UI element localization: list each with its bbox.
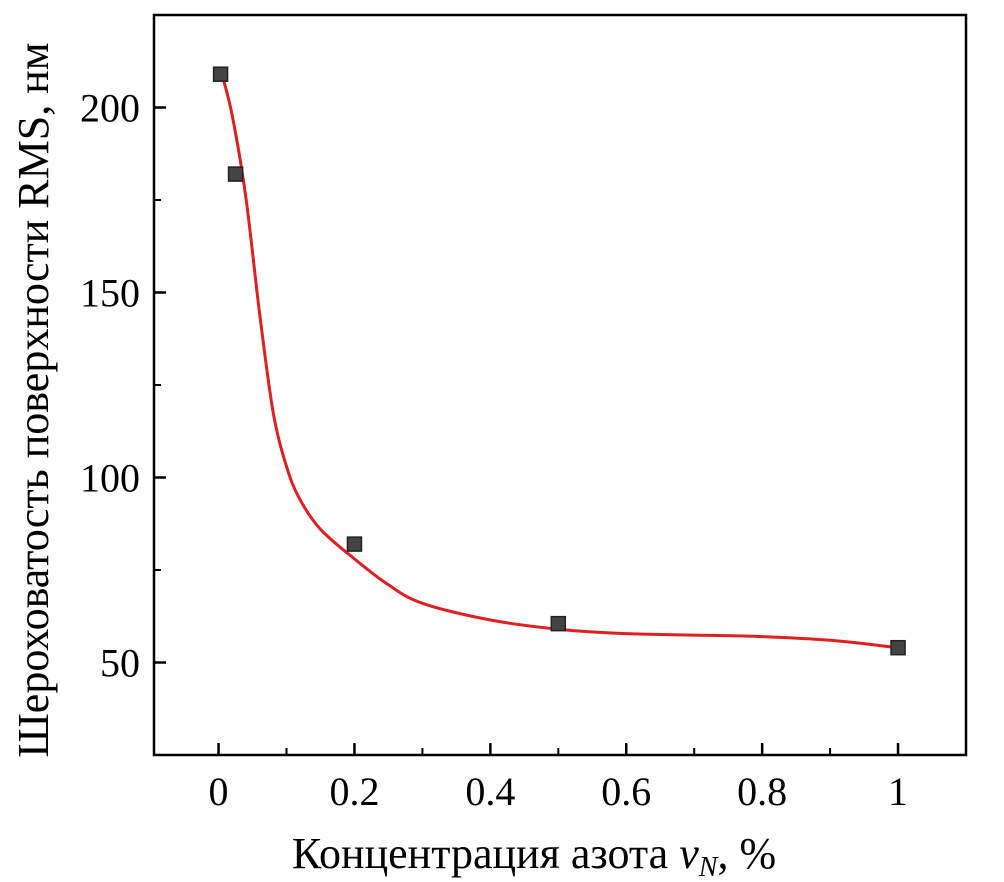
data-point — [227, 166, 244, 182]
data-point — [550, 615, 567, 632]
minor-ticks — [154, 199, 832, 755]
y-axis-title: Шероховатость поверхности RMS, нм — [9, 42, 58, 757]
data-point — [346, 536, 363, 552]
x-axis-unit: , % — [717, 829, 776, 878]
x-tick-label: 0.8 — [737, 769, 787, 814]
data-points — [212, 66, 906, 656]
y-tick-label: 50 — [100, 641, 140, 686]
x-axis-title: Концентрация азота vN, % — [292, 829, 776, 882]
data-point — [890, 639, 906, 656]
x-tick-label: 1 — [888, 769, 908, 814]
x-tick-label: 0.2 — [329, 769, 379, 814]
x-axis-var-spacer — [668, 829, 679, 878]
plot-frame — [152, 13, 968, 757]
x-tick-labels: 0 0.2 0.4 0.6 0.8 1 — [209, 769, 908, 814]
x-tick-label: 0.4 — [465, 769, 515, 814]
y-tick-label: 200 — [80, 86, 140, 131]
x-axis-title-text: Концентрация азота — [292, 829, 668, 878]
y-tick-label: 100 — [80, 456, 140, 501]
fit-curve — [220, 73, 899, 650]
major-ticks — [154, 106, 900, 755]
x-axis-var: v — [679, 829, 699, 878]
y-tick-labels: 50 100 150 200 — [80, 86, 140, 686]
x-axis-var-sub: N — [698, 852, 719, 882]
x-tick-label: 0.6 — [601, 769, 651, 814]
y-tick-label: 150 — [80, 271, 140, 316]
x-tick-label: 0 — [209, 769, 229, 814]
data-point — [212, 66, 229, 82]
